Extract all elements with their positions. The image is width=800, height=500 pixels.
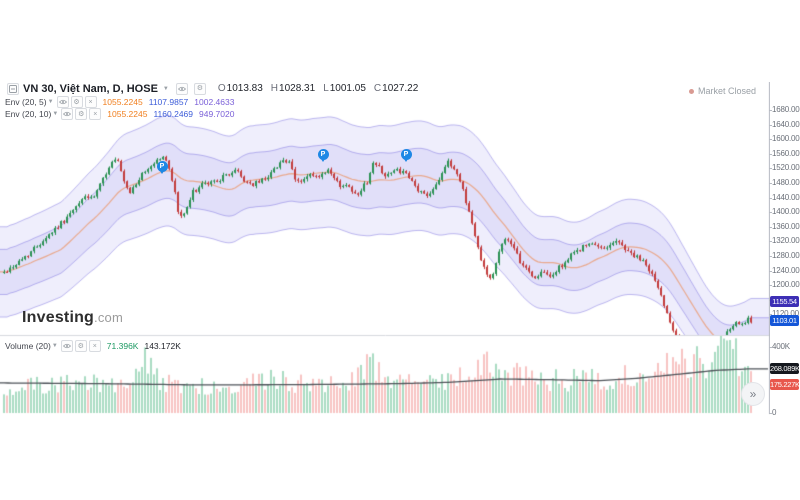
high-label: H xyxy=(270,83,279,94)
symbol-row: VN 30, Việt Nam, D, HOSE ▼ ⚙ O1013.83 H1… xyxy=(5,82,418,95)
price-axis-label: 1120.00 xyxy=(769,309,799,319)
gear-icon[interactable]: ⚙ xyxy=(74,340,87,352)
open-value: 1013.83 xyxy=(226,83,263,94)
price-axis-label: 1360.00 xyxy=(769,221,800,231)
price-axis-label: 1600.00 xyxy=(769,134,800,144)
env10-lower-value: 949.7020 xyxy=(199,109,235,119)
close-icon[interactable]: × xyxy=(84,96,97,108)
env5-lower-value: 1002.4633 xyxy=(194,97,235,107)
indicator-row-env5: Env (20, 5) ▼ ⚙ × 1055.2245 1107.9857 10… xyxy=(5,96,234,108)
price-axis-label: 1240.00 xyxy=(769,265,800,275)
low-label: L xyxy=(323,83,329,94)
price-axis-label: 1280.00 xyxy=(769,251,800,260)
chart-panel-icon[interactable] xyxy=(7,82,19,95)
volume-ma-value: 143.172K xyxy=(144,341,181,351)
gear-icon[interactable]: ⚙ xyxy=(75,108,88,120)
market-status: Market Closed xyxy=(688,86,756,96)
eye-icon[interactable] xyxy=(60,340,73,352)
price-volume-canvas[interactable] xyxy=(0,82,770,418)
price-axis-label: 1440.00 xyxy=(769,192,800,202)
price-badge: 1103.01 xyxy=(770,315,799,327)
env10-label[interactable]: Env (20, 10) xyxy=(5,109,52,119)
scroll-to-latest-button[interactable]: » xyxy=(741,382,765,406)
price-axis-label: 1480.00 xyxy=(769,178,800,187)
price-axis-label: 1320.00 xyxy=(769,236,800,246)
volume-badge: 175.227K xyxy=(770,378,800,390)
market-status-dot-icon xyxy=(688,88,694,94)
eye-icon[interactable] xyxy=(175,82,188,95)
chart-widget: VN 30, Việt Nam, D, HOSE ▼ ⚙ O1013.83 H1… xyxy=(0,82,800,422)
price-axis-label: 1560.00 xyxy=(769,148,800,158)
chevron-down-icon[interactable]: ▼ xyxy=(52,111,59,117)
close-label: C xyxy=(373,83,382,94)
env5-label[interactable]: Env (20, 5) xyxy=(5,97,47,107)
low-value: 1001.05 xyxy=(329,83,366,94)
gear-icon[interactable]: ⚙ xyxy=(70,96,83,108)
price-axis-label: 1680.00 xyxy=(769,105,800,114)
investing-logo[interactable]: Investing.com xyxy=(22,309,123,327)
env10-basis-value: 1055.2245 xyxy=(107,109,148,119)
indicator-row-env10: Env (20, 10) ▼ ⚙ × 1055.2245 1160.2469 9… xyxy=(5,108,234,120)
indicator-row-volume: Volume (20) ▼ ⚙ × 71.396K 143.172K xyxy=(5,340,181,352)
env5-upper-value: 1107.9857 xyxy=(148,97,189,107)
close-value: 1027.22 xyxy=(382,83,419,94)
event-marker-p[interactable]: P xyxy=(317,148,329,162)
price-axis-label: 1520.00 xyxy=(769,163,800,173)
volume-axis-label: 400K xyxy=(769,342,790,351)
eye-icon[interactable] xyxy=(56,96,69,108)
fast-forward-icon: » xyxy=(749,387,757,401)
event-marker-p[interactable]: P xyxy=(156,160,168,174)
volume-current-value: 71.396K xyxy=(106,341,139,351)
close-icon[interactable]: × xyxy=(89,108,102,120)
price-axis-label: 1200.00 xyxy=(769,280,800,290)
open-label: O xyxy=(217,83,226,94)
chevron-down-icon[interactable]: ▼ xyxy=(162,85,169,92)
high-value: 1028.31 xyxy=(279,83,316,94)
ohlc-readout: O1013.83 H1028.31 L1001.05 C1027.22 xyxy=(218,83,418,94)
volume-badge: 268.089K xyxy=(770,363,800,375)
volume-axis-label: 0 xyxy=(768,408,777,417)
price-axis-label: 1400.00 xyxy=(769,207,800,217)
close-icon[interactable]: × xyxy=(88,340,101,352)
logo-name: Investing xyxy=(22,309,95,326)
chevron-down-icon[interactable]: ▼ xyxy=(51,343,58,349)
eye-icon[interactable] xyxy=(61,108,74,120)
price-badge: 1155.54 xyxy=(770,295,799,307)
gear-icon[interactable]: ⚙ xyxy=(193,82,206,95)
symbol-title[interactable]: VN 30, Việt Nam, D, HOSE xyxy=(23,82,158,95)
price-axis-label: 1640.00 xyxy=(769,119,800,129)
volume-label[interactable]: Volume (20) xyxy=(5,341,51,351)
env10-upper-value: 1160.2469 xyxy=(153,109,194,119)
event-marker-p[interactable]: P xyxy=(400,148,412,162)
logo-tld: .com xyxy=(94,310,124,325)
env5-basis-value: 1055.2245 xyxy=(102,97,143,107)
market-status-text: Market Closed xyxy=(697,86,756,96)
chevron-down-icon[interactable]: ▼ xyxy=(47,99,54,105)
